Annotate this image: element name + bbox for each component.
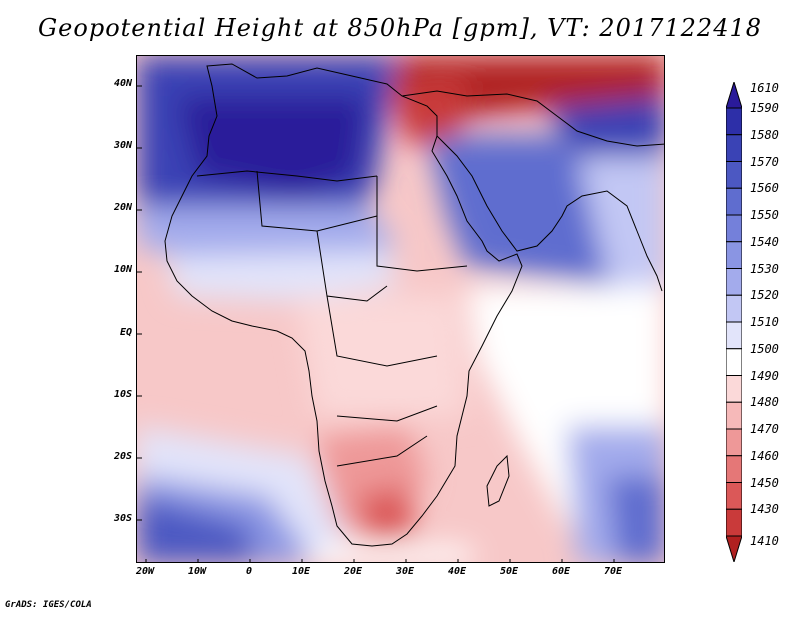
colorbar-label-1570: 1570 — [750, 154, 779, 169]
map-panel — [136, 55, 665, 563]
lon-label-50e: 50E — [499, 566, 519, 577]
axis-ticks — [137, 85, 615, 562]
colorbar-box-1520 — [726, 294, 742, 323]
colorbar-label-1480: 1480 — [750, 395, 779, 410]
lat-label-eq: EQ — [119, 327, 132, 338]
lon-label-0: 0 — [245, 566, 253, 577]
colorbar-label-1520: 1520 — [750, 288, 779, 303]
lat-label-10n: 10N — [113, 264, 132, 275]
map-title: Geopotential Height at 850hPa [gpm], VT:… — [38, 14, 762, 42]
height-shading — [137, 56, 664, 562]
colorbar-box-1580 — [726, 134, 742, 162]
colorbar-label-1590: 1590 — [750, 101, 779, 115]
lon-label-20e: 20E — [343, 566, 363, 577]
coastlines — [164, 63, 664, 547]
colorbar-label-1530: 1530 — [750, 261, 779, 276]
colorbar-label-1510: 1510 — [750, 315, 779, 329]
colorbar-box-1550 — [726, 214, 742, 243]
africa-coastline — [164, 63, 523, 547]
lon-label-30e: 30E — [395, 566, 415, 577]
colorbar-label-1550: 1550 — [750, 208, 779, 222]
height-field-map — [137, 56, 664, 562]
colorbar-label-1460: 1460 — [750, 448, 779, 463]
colorbar-box-1510 — [726, 321, 742, 350]
colorbar-label-1450: 1450 — [750, 475, 779, 490]
colorbar-label-1430: 1430 — [750, 502, 779, 517]
colorbar-box-1570 — [726, 161, 742, 189]
colorbar-box-1480 — [726, 401, 742, 430]
colorbar-label-1560: 1560 — [750, 181, 779, 196]
colorbar-box-1540 — [726, 241, 742, 269]
madagascar-outline — [486, 454, 510, 507]
colorbar-top-arrow — [726, 82, 742, 109]
lon-label-10e: 10E — [291, 566, 311, 577]
colorbar-label-1610: 1610 — [750, 81, 779, 95]
colorbar-box-1500 — [726, 348, 742, 376]
colorbar-box-1490 — [726, 375, 742, 403]
colorbar-box-1530 — [726, 268, 742, 296]
colorbar — [726, 82, 742, 562]
lon-label-20w: 20W — [135, 566, 155, 577]
lon-label-40e: 40E — [447, 566, 467, 577]
colorbar-box-1430 — [726, 508, 742, 537]
lat-label-40n: 40N — [113, 78, 132, 89]
colorbar-label-1490: 1490 — [750, 368, 779, 383]
colorbar-label-1580: 1580 — [750, 127, 779, 142]
colorbar-label-1410: 1410 — [750, 534, 779, 548]
lat-label-20n: 20N — [113, 202, 132, 213]
colorbar-label-1540: 1540 — [750, 234, 779, 249]
lon-label-60e: 60E — [551, 566, 571, 577]
colorbar-label-1470: 1470 — [750, 422, 779, 436]
colorbar-bottom-arrow — [726, 535, 742, 562]
lat-label-10s: 10S — [113, 389, 132, 400]
eurasia-coastline — [401, 90, 664, 147]
colorbar-box-1590 — [726, 107, 742, 136]
colorbar-box-1460 — [726, 455, 742, 483]
lon-label-70e: 70E — [603, 566, 623, 577]
lon-label-10w: 10W — [187, 566, 207, 577]
credit-text: GrADS: IGES/COLA — [5, 600, 92, 610]
arabia-india-coastline — [436, 135, 663, 292]
colorbar-label-1500: 1500 — [750, 341, 779, 356]
lat-label-30s: 30S — [113, 513, 132, 524]
colorbar-box-1450 — [726, 482, 742, 510]
lat-label-20s: 20S — [113, 451, 132, 462]
colorbar-box-1560 — [726, 187, 742, 216]
lat-label-30n: 30N — [113, 140, 132, 151]
colorbar-box-1470 — [726, 428, 742, 457]
